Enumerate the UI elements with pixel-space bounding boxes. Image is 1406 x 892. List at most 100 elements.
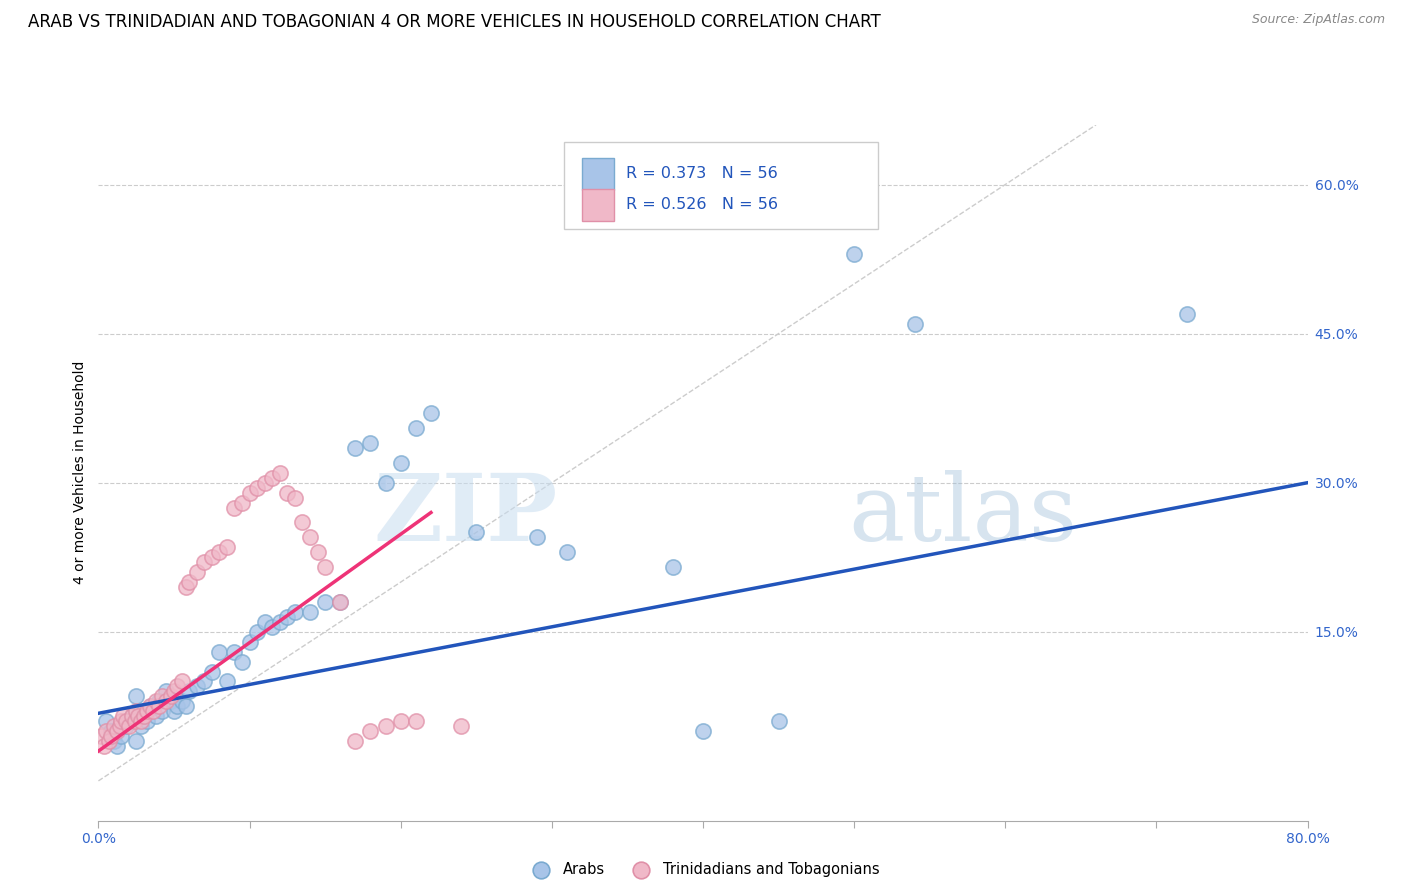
Point [121, 709, 143, 723]
Point [124, 714, 146, 729]
Point [166, 680, 188, 694]
Point [93, 739, 115, 753]
Point [94, 714, 117, 729]
Text: R = 0.526   N = 56: R = 0.526 N = 56 [626, 197, 778, 212]
Point [262, 471, 284, 485]
Point [262, 620, 284, 634]
Point [768, 714, 790, 729]
Point [110, 714, 132, 729]
Point [1175, 307, 1198, 321]
Point [148, 694, 170, 708]
Point [100, 729, 122, 743]
Point [450, 719, 472, 733]
Point [215, 541, 238, 555]
Point [389, 714, 412, 729]
Point [163, 684, 186, 698]
Point [284, 491, 307, 505]
Point [526, 530, 548, 544]
Point [98, 734, 121, 748]
Point [231, 495, 253, 509]
Point [215, 674, 238, 689]
Point [114, 714, 136, 729]
Point [904, 317, 927, 331]
Point [291, 516, 314, 530]
Point [160, 694, 183, 708]
Point [374, 719, 396, 733]
Point [145, 694, 167, 708]
Point [114, 719, 136, 733]
Point [155, 694, 177, 708]
Point [299, 605, 322, 619]
Point [201, 550, 224, 565]
Point [150, 704, 173, 718]
Point [129, 714, 152, 729]
Point [314, 560, 336, 574]
Point [239, 634, 262, 648]
Text: R = 0.373   N = 56: R = 0.373 N = 56 [626, 166, 778, 181]
Point [201, 665, 224, 679]
Point [166, 699, 188, 714]
FancyBboxPatch shape [582, 158, 613, 190]
Point [125, 704, 148, 718]
Y-axis label: 4 or more Vehicles in Household: 4 or more Vehicles in Household [73, 361, 87, 584]
Point [186, 565, 208, 579]
Point [100, 724, 122, 739]
Point [374, 475, 396, 490]
Point [139, 699, 162, 714]
Text: atlas: atlas [848, 469, 1077, 559]
Point [307, 545, 329, 559]
Point [662, 560, 685, 574]
Point [246, 481, 269, 495]
Point [405, 714, 427, 729]
Point [118, 719, 141, 733]
Point [110, 729, 132, 743]
Point [844, 247, 866, 261]
Point [127, 709, 149, 723]
Point [329, 595, 352, 609]
Point [284, 605, 307, 619]
Point [105, 724, 128, 739]
Point [692, 724, 714, 739]
Point [344, 441, 367, 455]
Point [174, 580, 197, 594]
Point [155, 684, 177, 698]
Point [103, 734, 125, 748]
Point [389, 456, 412, 470]
Point [360, 724, 382, 739]
Point [231, 655, 253, 669]
Point [299, 530, 322, 544]
Point [193, 674, 215, 689]
Point [108, 719, 131, 733]
Point [360, 436, 382, 450]
Point [276, 485, 298, 500]
Point [129, 719, 152, 733]
Point [145, 709, 167, 723]
Point [314, 595, 336, 609]
Point [150, 690, 173, 704]
Point [170, 674, 193, 689]
Point [208, 545, 231, 559]
Point [125, 734, 148, 748]
Point [132, 709, 155, 723]
Point [269, 615, 291, 629]
Point [135, 704, 157, 718]
Point [344, 734, 367, 748]
Point [118, 714, 141, 729]
Point [111, 709, 134, 723]
Point [170, 694, 193, 708]
Point [142, 704, 165, 718]
Point [253, 475, 276, 490]
Point [224, 500, 246, 515]
Point [132, 704, 155, 718]
Point [90, 729, 112, 743]
Point [105, 739, 128, 753]
Text: Source: ZipAtlas.com: Source: ZipAtlas.com [1251, 13, 1385, 27]
Point [174, 699, 197, 714]
Point [405, 421, 427, 435]
Point [224, 645, 246, 659]
Point [179, 575, 201, 590]
Point [135, 714, 157, 729]
Point [179, 684, 201, 698]
Point [121, 709, 143, 723]
Point [148, 699, 170, 714]
